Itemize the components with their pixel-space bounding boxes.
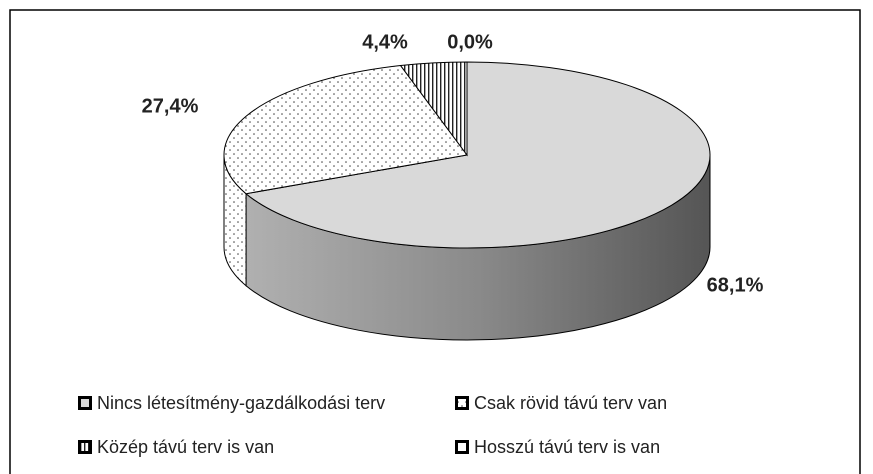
pie-slice xyxy=(244,61,711,249)
legend-label: Hosszú távú terv is van xyxy=(474,437,660,457)
data-label: 0,0% xyxy=(447,31,493,53)
legend: Nincs létesítmény-gazdálkodási terv Csak … xyxy=(78,393,667,457)
legend-swatch-inner xyxy=(81,399,89,407)
pie-slice xyxy=(223,65,468,195)
pie: 68,1% 27,4% 4,4% 0,0% xyxy=(142,31,764,341)
legend-label: Közép távú terv is van xyxy=(97,437,274,457)
legend-swatch-inner xyxy=(458,443,466,451)
legend-swatch-inner xyxy=(81,443,89,451)
legend-swatch-inner xyxy=(458,399,466,407)
legend-label: Csak rövid távú terv van xyxy=(474,393,667,413)
data-label: 4,4% xyxy=(362,31,408,53)
data-label: 27,4% xyxy=(142,95,199,117)
data-label: 68,1% xyxy=(707,274,764,296)
legend-label: Nincs létesítmény-gazdálkodási terv xyxy=(97,393,385,413)
